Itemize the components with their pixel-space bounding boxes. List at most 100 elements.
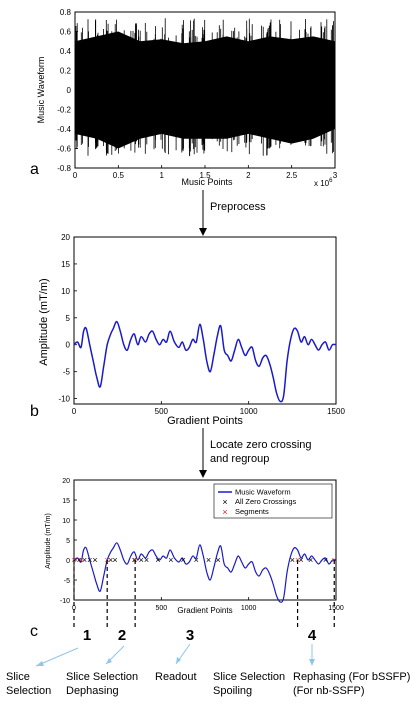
step-locate-line1: Locate zero crossing — [210, 439, 312, 451]
x-label-a: Music Points — [181, 177, 233, 187]
zero-crossing-marker: × — [82, 555, 87, 565]
zero-crossing-marker: × — [87, 555, 92, 565]
segment-dashed-lines — [73, 560, 335, 628]
x-tick-label: 1 — [159, 171, 164, 180]
x-ticks-a: 0 0.5 1 1.5 2 2.5 3 — [73, 165, 338, 180]
music-waveform-chart: -0.8 -0.6 -0.4 -0.2 0 0.2 0.4 0.6 0.8 0 0.5 1 1.5 2 2… — [36, 8, 338, 188]
y-tick-label: -0.4 — [57, 125, 71, 134]
annotation-5-line1: Rephasing (For bSSFP) — [293, 671, 410, 683]
segment-marker: × — [78, 555, 83, 565]
y-ticks-c: -10 -5 0 5 10 15 20 — [60, 478, 77, 605]
y-tick-label: 5 — [66, 538, 70, 545]
panel-label-c: c — [30, 623, 38, 640]
x-multiplier-exp: 6 — [329, 178, 333, 184]
y-label-a: Music Waveform — [36, 57, 46, 124]
y-tick-label: 0 — [67, 86, 72, 95]
x-tick-label: 0.5 — [113, 171, 125, 180]
y-tick-label: 5 — [66, 314, 71, 323]
x-label-c: Gradient Points — [177, 606, 232, 615]
music-waveform-series-line — [73, 542, 337, 603]
y-tick-label: -5 — [63, 368, 71, 377]
waveform-band — [74, 18, 335, 157]
y-tick-label: 0.2 — [60, 67, 72, 76]
legend-box — [213, 483, 333, 519]
x-tick-label: 1500 — [328, 605, 344, 612]
x-ticks-b: 0 500 1000 1500 — [72, 401, 345, 416]
y-tick-label: -0.8 — [57, 164, 71, 173]
annotation-1-line1: Slice — [6, 671, 30, 683]
zero-crossing-marker: × — [298, 555, 303, 565]
zero-crossing-marker: × — [108, 555, 113, 565]
y-tick-label: -0.2 — [57, 106, 71, 115]
legend-music-waveform: Music Waveform — [235, 488, 291, 497]
annotation-5-line2: (For nb-SSFP) — [293, 685, 365, 697]
annotation-4-line1: Slice Selection — [213, 671, 285, 683]
segment-number-1: 1 — [83, 627, 91, 644]
annotation-1-line2: Selection — [6, 685, 51, 697]
waveform-spikes — [74, 18, 334, 157]
x-tick-label: 0 — [73, 171, 78, 180]
y-tick-label: -10 — [60, 598, 70, 605]
zero-crossing-marker: × — [181, 555, 186, 565]
y-tick-label: 20 — [61, 233, 70, 242]
zero-crossing-marker: × — [323, 555, 328, 565]
callout-head-4 — [309, 659, 315, 666]
zero-crossing-marker: × — [168, 555, 173, 565]
arrowhead-1 — [199, 228, 207, 236]
annotation-2-line1: Slice Selection — [66, 671, 138, 683]
y-tick-label: -10 — [58, 395, 70, 404]
zero-crossing-marker: × — [206, 555, 211, 565]
y-label-c: Amplitude (mT/m) — [45, 513, 52, 569]
x-tick-label: 0 — [72, 605, 76, 612]
x-tick-label: 2.5 — [286, 171, 298, 180]
x-tick-label: 1500 — [327, 407, 345, 416]
y-tick-label: 0 — [66, 558, 70, 565]
x-tick-label: 500 — [155, 407, 169, 416]
callout-head-1 — [36, 661, 44, 666]
annotation-2-line2: Dephasing — [66, 685, 119, 697]
x-multiplier: x 106 — [314, 178, 333, 188]
x-tick-label: 2 — [246, 171, 251, 180]
annotation-4-line2: Spoiling — [213, 685, 252, 697]
callout-arrowheads — [36, 657, 315, 666]
legend-segments: Segments — [235, 507, 269, 516]
legend-zero-cross-swatch: × — [222, 497, 227, 507]
segment-number-4: 4 — [308, 627, 317, 644]
y-tick-label: -0.6 — [57, 145, 71, 154]
segment-number-3: 3 — [186, 627, 194, 644]
gradient-chart: -10 -5 0 5 10 15 20 0 500 1000 1500 Gradient Poin… — [38, 233, 345, 427]
x-tick-label: 1000 — [240, 407, 258, 416]
x-tick-label: 500 — [155, 605, 167, 612]
x-ticks-c: 0 500 1000 1500 — [72, 597, 344, 612]
zero-crossing-marker: × — [308, 555, 313, 565]
y-ticks-a: -0.8 -0.6 -0.4 -0.2 0 0.2 0.4 0.6 0.8 — [57, 8, 78, 173]
callout-arrows — [35, 643, 313, 667]
segment-number-2: 2 — [118, 627, 126, 644]
legend: Music Waveform × All Zero Crossings × Se… — [213, 483, 333, 519]
zero-crossing-marker: × — [139, 555, 144, 565]
y-tick-label: 0.4 — [60, 47, 72, 56]
x-tick-label: 3 — [333, 171, 338, 180]
zero-crossing-marker: × — [155, 555, 160, 565]
x-tick-label: 1000 — [241, 605, 257, 612]
x-multiplier-base: x 10 — [314, 179, 330, 188]
y-tick-label: 0.6 — [60, 28, 72, 37]
x-tick-label: 1.5 — [199, 171, 211, 180]
step-preprocess: Preprocess — [210, 201, 266, 213]
panel-label-b: b — [30, 403, 39, 420]
zero-crossing-marker: × — [112, 555, 117, 565]
y-tick-label: 15 — [62, 498, 70, 505]
zero-crossing-markers: × × × × × × × × × × × × × × × × × × × — [77, 555, 329, 565]
legend-all-zero-crossings: All Zero Crossings — [235, 497, 297, 506]
x-tick-label: 0 — [72, 407, 77, 416]
callout-head-3 — [176, 657, 181, 664]
arrowhead-2 — [199, 470, 207, 478]
zero-crossing-marker: × — [215, 555, 220, 565]
y-tick-label: 0.8 — [60, 8, 72, 17]
y-tick-label: 10 — [62, 518, 70, 525]
y-label-b: Amplitude (mT/m) — [38, 278, 50, 365]
plot-frame-b — [73, 236, 337, 405]
zero-crossing-marker: × — [132, 555, 137, 565]
zero-crossing-marker: × — [194, 555, 199, 565]
